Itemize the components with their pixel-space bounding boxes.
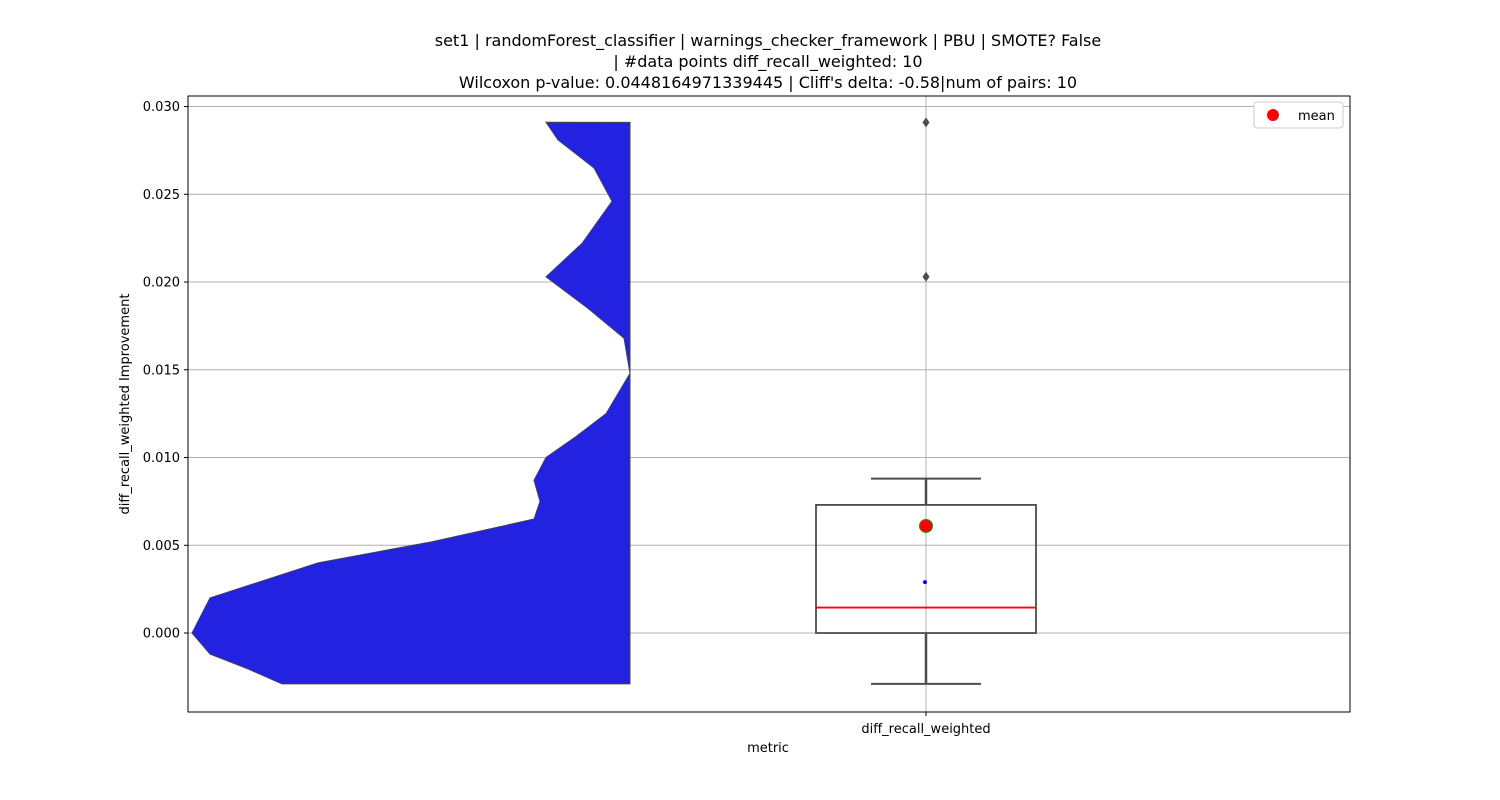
legend: mean — [1253, 101, 1344, 129]
legend-frame — [1253, 101, 1344, 129]
mean-marker — [919, 518, 933, 533]
plot-frame — [187, 95, 1351, 713]
y-tick-label: 0.010 — [143, 451, 180, 466]
outlier-marker — [922, 117, 930, 128]
chart-title-line-1: set1 | randomForest_classifier | warning… — [434, 31, 1102, 50]
axis-layer: 0.000 0.005 0.010 0.015 0.020 0.025 0.030 diff_… — [143, 100, 991, 737]
legend-mean-marker — [1267, 109, 1279, 121]
violin-layer — [191, 121, 631, 685]
data-point — [923, 580, 927, 585]
y-tick-label: 0.020 — [143, 276, 180, 291]
y-tick-label: 0.030 — [143, 100, 180, 115]
box-iqr — [815, 504, 1037, 634]
chart-title-line-2: | #data points diff_recall_weighted: 10 — [613, 52, 923, 71]
outlier-marker — [922, 271, 930, 282]
violin-body — [191, 121, 631, 685]
x-axis-label: metric — [747, 741, 789, 756]
y-tick-label: 0.005 — [143, 539, 180, 554]
chart-title-line-3: Wilcoxon p-value: 0.0448164971339445 | C… — [458, 73, 1078, 92]
y-tick-label: 0.025 — [143, 188, 180, 203]
box-layer — [815, 117, 1037, 685]
x-tick-label: diff_recall_weighted — [861, 722, 990, 737]
y-tick-label: 0.015 — [143, 363, 180, 378]
legend-mean-label: mean — [1298, 109, 1335, 124]
y-tick-label: 0.000 — [143, 627, 180, 642]
y-axis-label: diff_recall_weighted Improvement — [118, 294, 133, 515]
